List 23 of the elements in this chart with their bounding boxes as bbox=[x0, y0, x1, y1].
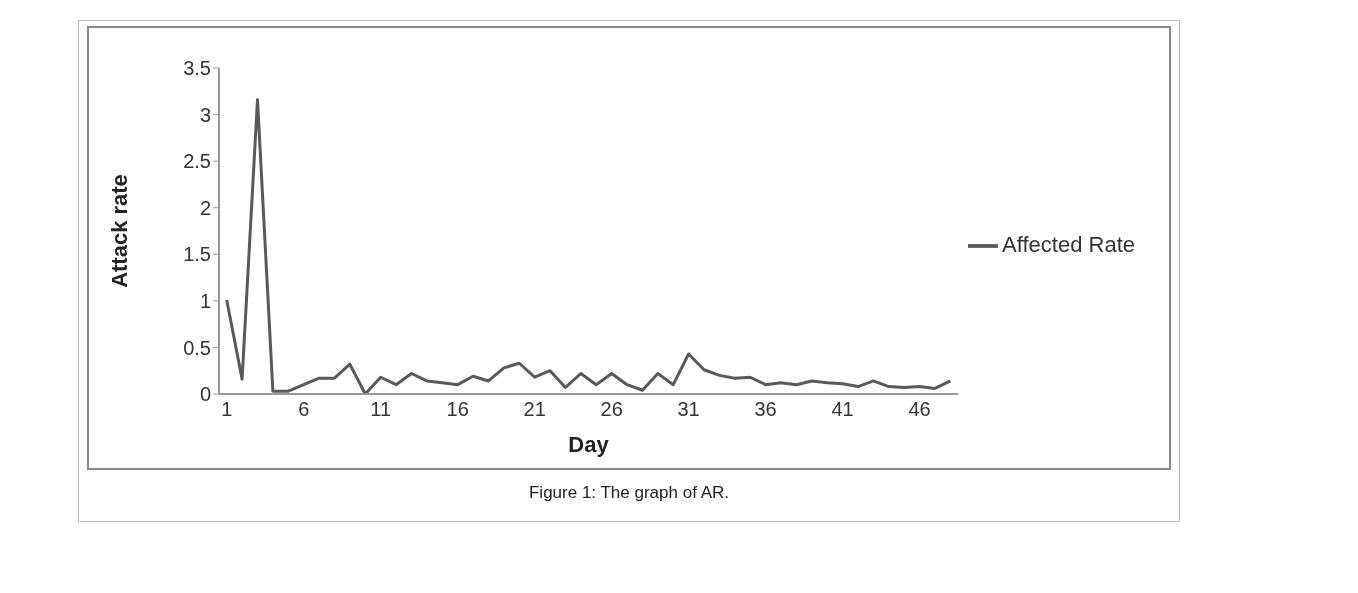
x-tick-label: 11 bbox=[370, 398, 392, 421]
x-tick-label: 31 bbox=[677, 398, 700, 421]
x-tick-label: 16 bbox=[446, 398, 469, 421]
y-tick-label: 1.5 bbox=[183, 243, 211, 266]
x-tick-label: 26 bbox=[600, 398, 623, 421]
y-tick-label: 2.5 bbox=[183, 150, 211, 173]
y-tick-label: 3 bbox=[199, 103, 211, 126]
x-tick-label: 36 bbox=[754, 398, 777, 421]
x-tick-label: 6 bbox=[298, 398, 310, 421]
x-tick-label: 21 bbox=[523, 398, 546, 421]
y-tick-label: 1 bbox=[199, 289, 211, 312]
y-tick-label: 0.5 bbox=[183, 336, 211, 359]
y-tick-label: 0 bbox=[199, 383, 211, 406]
legend-label: Affected Rate bbox=[1002, 231, 1135, 257]
x-tick-label: 46 bbox=[908, 398, 931, 421]
x-tick-label: 1 bbox=[221, 398, 233, 421]
y-tick-label: 3.5 bbox=[183, 57, 211, 80]
caption: Figure 1: The graph of AR. bbox=[528, 483, 730, 503]
y-axis-title: Attack rate bbox=[106, 174, 132, 288]
x-axis-title: Day bbox=[568, 432, 610, 457]
x-tick-label: 41 bbox=[831, 398, 854, 421]
y-tick-label: 2 bbox=[199, 196, 211, 219]
line-series bbox=[225, 98, 952, 394]
